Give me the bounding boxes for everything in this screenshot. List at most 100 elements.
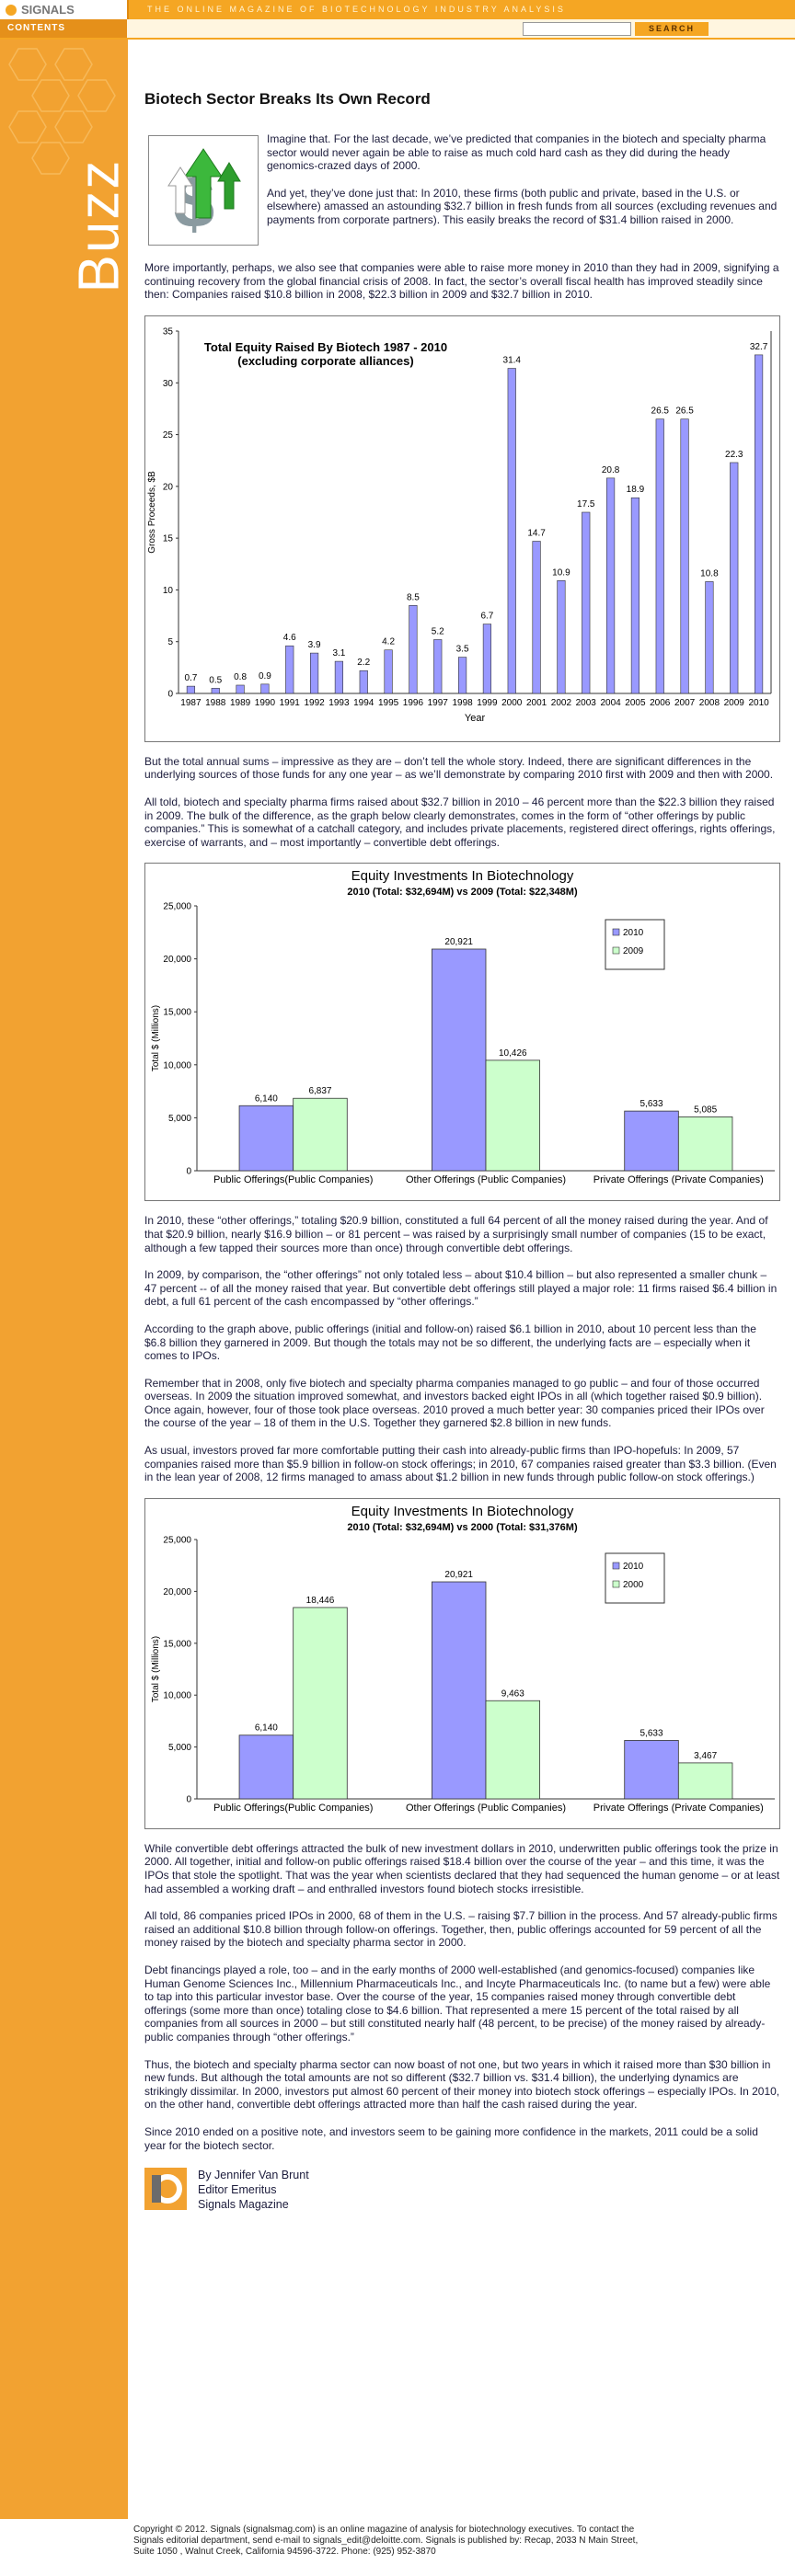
bar xyxy=(485,1059,541,1172)
bar xyxy=(309,652,319,694)
x-tick-label: 1994 xyxy=(353,698,374,708)
y-tick-label: 25 xyxy=(163,430,174,441)
value-label: 5,085 xyxy=(694,1105,717,1116)
x-tick-label: Public Offerings(Public Companies) xyxy=(213,1174,373,1185)
paragraph: All told, 86 companies priced IPOs in 20… xyxy=(144,1909,778,1950)
x-tick-label: 1990 xyxy=(255,698,276,708)
bar xyxy=(624,1111,679,1172)
value-label: 0.9 xyxy=(259,671,271,681)
y-tick-label: 35 xyxy=(163,326,174,337)
value-label: 4.2 xyxy=(382,637,395,647)
paragraph: Thus, the biotech and specialty pharma s… xyxy=(144,2057,780,2112)
legend-label: 2000 xyxy=(623,1580,644,1590)
chart-title: Equity Investments In Biotechnology xyxy=(351,868,574,884)
bar xyxy=(557,579,566,694)
bar xyxy=(605,477,616,694)
y-tick-label: 10 xyxy=(163,586,174,596)
x-tick-label: Public Offerings(Public Companies) xyxy=(213,1803,373,1814)
y-axis-label: Total $ (Millions) xyxy=(151,1005,161,1071)
bar xyxy=(655,418,664,694)
footer: Copyright © 2012. Signals (signalsmag.co… xyxy=(133,2524,639,2557)
x-tick-label: 1992 xyxy=(304,698,325,708)
legend-swatch xyxy=(612,947,620,955)
bar xyxy=(624,1739,679,1800)
intro-image: $ xyxy=(148,135,259,246)
value-label: 0.5 xyxy=(209,675,222,685)
legend-box xyxy=(605,919,665,970)
value-label: 20,921 xyxy=(444,1570,473,1580)
bar xyxy=(485,1700,541,1800)
search-button[interactable]: SEARCH xyxy=(635,22,709,36)
bar xyxy=(211,687,220,694)
x-tick-label: 1995 xyxy=(378,698,399,708)
bar xyxy=(677,1116,733,1172)
article-title: Biotech Sector Breaks Its Own Record xyxy=(144,90,431,108)
y-tick-label: 20,000 xyxy=(163,1587,191,1597)
value-label: 2.2 xyxy=(357,658,370,668)
chart: Equity Investments In Biotechnology 2010 … xyxy=(151,868,775,1185)
bar xyxy=(730,462,739,694)
logo[interactable]: SIGNALS xyxy=(0,0,129,19)
y-tick-label: 20,000 xyxy=(163,955,191,965)
bar xyxy=(457,657,467,694)
x-tick-label: 2007 xyxy=(674,698,696,708)
contents-link[interactable]: CONTENTS xyxy=(0,19,127,38)
y-tick-label: 10,000 xyxy=(163,1691,191,1701)
bar xyxy=(532,541,541,694)
y-tick-label: 10,000 xyxy=(163,1061,191,1071)
chart: Total Equity Raised By Biotech 1987 - 20… xyxy=(147,326,772,724)
tagline: THE ONLINE MAGAZINE OF BIOTECHNOLOGY IND… xyxy=(147,5,566,14)
x-axis-label: Year xyxy=(465,713,486,724)
bar xyxy=(482,624,492,694)
legend-box xyxy=(605,1552,665,1604)
bar xyxy=(236,684,245,694)
value-label: 8.5 xyxy=(407,592,420,602)
legend-swatch xyxy=(612,929,620,936)
x-tick-label: Private Offerings (Private Companies) xyxy=(593,1803,764,1814)
value-label: 26.5 xyxy=(675,406,694,416)
value-label: 5,633 xyxy=(640,1099,663,1109)
paragraph: In 2009, by comparison, the “other offer… xyxy=(144,1268,778,1309)
bar xyxy=(431,1581,487,1800)
chart-subtitle: 2010 (Total: $32,694M) vs 2009 (Total: $… xyxy=(347,887,578,898)
y-tick-label: 5,000 xyxy=(168,1743,191,1753)
paragraph: While convertible debt offerings attract… xyxy=(144,1841,780,1895)
x-tick-label: 2009 xyxy=(724,698,745,708)
value-label: 32.7 xyxy=(750,342,768,352)
x-tick-label: 1999 xyxy=(477,698,498,708)
x-tick-label: 2000 xyxy=(501,698,523,708)
value-label: 0.8 xyxy=(234,672,247,682)
publication: Signals Magazine xyxy=(198,2198,289,2212)
value-label: 9,463 xyxy=(501,1689,524,1699)
value-label: 3,467 xyxy=(694,1751,717,1761)
signature: By Jennifer Van Brunt Editor Emeritus Si… xyxy=(144,2166,780,2249)
legend-swatch xyxy=(612,1562,620,1570)
search-input[interactable] xyxy=(523,22,631,36)
value-label: 6,140 xyxy=(255,1723,278,1734)
value-label: 6.7 xyxy=(480,611,493,621)
paragraph: Debt financings played a role, too – and… xyxy=(144,1963,771,2044)
x-tick-label: 2004 xyxy=(600,698,621,708)
paragraph: And yet, they’ve done just that: In 2010… xyxy=(267,186,778,226)
y-axis-label: Gross Proceeds, $B xyxy=(147,471,157,554)
bar xyxy=(293,1607,348,1800)
x-tick-label: Other Offerings (Public Companies) xyxy=(406,1803,566,1814)
bar xyxy=(630,497,640,694)
value-label: 26.5 xyxy=(651,406,670,416)
y-tick-label: 25,000 xyxy=(163,1535,191,1545)
value-label: 3.9 xyxy=(308,640,321,650)
x-tick-label: 1996 xyxy=(403,698,424,708)
paragraph: Imagine that. For the last decade, we’ve… xyxy=(267,132,766,173)
y-tick-label: 0 xyxy=(167,689,173,699)
bar xyxy=(431,948,487,1172)
chart-subtitle: 2010 (Total: $32,694M) vs 2000 (Total: $… xyxy=(347,1522,578,1533)
y-tick-label: 30 xyxy=(163,379,174,389)
author-title: Editor Emeritus xyxy=(198,2183,277,2197)
value-label: 22.3 xyxy=(725,450,743,460)
bar xyxy=(238,1105,294,1172)
x-tick-label: Other Offerings (Public Companies) xyxy=(406,1174,566,1185)
legend-label: 2010 xyxy=(623,928,644,938)
logo-text[interactable]: SIGNALS xyxy=(21,3,75,17)
value-label: 3.1 xyxy=(332,648,345,658)
